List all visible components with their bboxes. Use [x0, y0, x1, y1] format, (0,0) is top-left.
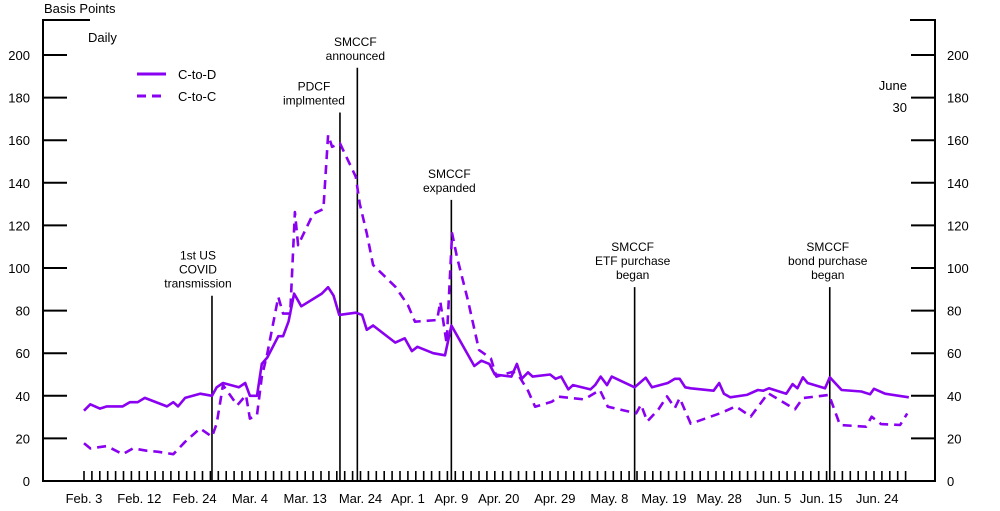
event-label: transmission	[164, 277, 231, 291]
event-label: ETF purchase	[595, 254, 671, 268]
y-tick-label-right: 160	[947, 133, 969, 148]
y-axis-label: Basis Points	[44, 1, 116, 16]
x-tick-label: Jun. 15	[800, 491, 843, 506]
y-tick-label-right: 40	[947, 389, 961, 404]
event-label: expanded	[423, 181, 476, 195]
x-tick-label: Jun. 24	[856, 491, 899, 506]
x-tick-label: Feb. 24	[173, 491, 217, 506]
series-line-c-to-c	[83, 133, 909, 456]
x-tick-label: Jun. 5	[756, 491, 791, 506]
y-tick-label-left: 140	[8, 176, 30, 191]
series-line-c-to-d	[83, 285, 909, 412]
y-tick-label-right: 180	[947, 91, 969, 106]
x-tick-label: Feb. 3	[66, 491, 103, 506]
x-tick-label: Apr. 9	[434, 491, 468, 506]
y-tick-label-left: 20	[16, 431, 30, 446]
event-label: SMCCF	[334, 35, 377, 49]
event-label: implmented	[283, 94, 345, 108]
x-tick-label: Feb. 12	[117, 491, 161, 506]
axes: 0 0 20 20 40 40 60 60 80 80 100 100 120 120 140 140 160 1…	[8, 19, 969, 506]
corner-note-month: June	[879, 78, 907, 93]
x-tick-label: Apr. 20	[478, 491, 519, 506]
y-tick-label-right: 60	[947, 346, 961, 361]
legend: C-to-D C-to-C	[137, 67, 216, 104]
y-tick-label-right: 120	[947, 218, 969, 233]
x-tick-label: May. 8	[590, 491, 628, 506]
x-tick-label: May. 28	[697, 491, 742, 506]
event-label: COVID	[179, 263, 217, 277]
x-tick-label: Mar. 4	[232, 491, 268, 506]
legend-label-c-to-c: C-to-C	[178, 89, 216, 104]
x-tick-label: Apr. 1	[391, 491, 425, 506]
corner-note-day: 30	[893, 100, 907, 115]
x-tick-label: Apr. 29	[534, 491, 575, 506]
axis-frame	[42, 19, 936, 482]
y-tick-label-right: 140	[947, 176, 969, 191]
y-tick-label-right: 0	[947, 474, 954, 489]
y-tick-label-right: 200	[947, 48, 969, 63]
series-lines	[83, 133, 909, 456]
y-tick-label-left: 0	[23, 474, 30, 489]
event-label: SMCCF	[611, 240, 654, 254]
x-tick-label: May. 19	[641, 491, 686, 506]
y-tick-label-right: 20	[947, 431, 961, 446]
event-label: PDCF	[298, 80, 331, 94]
y-tick-label-left: 60	[16, 346, 30, 361]
x-tick-label: Mar. 24	[339, 491, 382, 506]
event-label: 1st US	[180, 249, 216, 263]
y-tick-label-left: 100	[8, 261, 30, 276]
y-tick-label-left: 180	[8, 91, 30, 106]
event-label: SMCCF	[806, 240, 849, 254]
event-label: SMCCF	[428, 167, 471, 181]
y-tick-label-left: 40	[16, 389, 30, 404]
y-tick-label-right: 80	[947, 304, 961, 319]
event-label: announced	[326, 49, 385, 63]
legend-label-c-to-d: C-to-D	[178, 67, 216, 82]
event-label: began	[811, 268, 844, 282]
y-tick-label-left: 200	[8, 48, 30, 63]
y-tick-label-right: 100	[947, 261, 969, 276]
event-label: bond purchase	[788, 254, 868, 268]
frequency-label: Daily	[88, 30, 117, 45]
y-tick-label-left: 120	[8, 218, 30, 233]
y-tick-label-left: 160	[8, 133, 30, 148]
y-tick-label-left: 80	[16, 304, 30, 319]
x-tick-label: Mar. 13	[284, 491, 327, 506]
event-label: began	[616, 268, 649, 282]
